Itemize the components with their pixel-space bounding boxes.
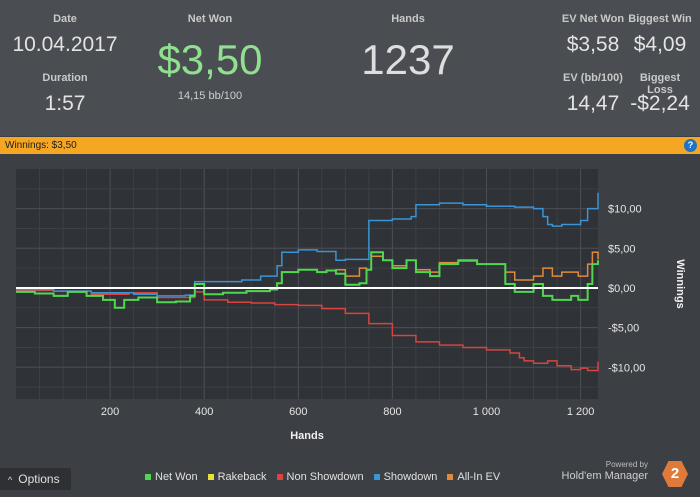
ev-bb-value: 14,47 [566, 92, 620, 115]
legend-label: Rakeback [217, 471, 267, 483]
options-label: Options [18, 472, 60, 486]
biggest-loss-value: -$2,24 [630, 92, 690, 115]
ev-net-won-label: EV Net Won [561, 13, 625, 25]
y-tick-label: $10,00 [608, 204, 642, 216]
legend-label: Net Won [155, 471, 198, 483]
chart-container: 200 400 600 800 1 000 1 200 $10,00 $5,00 $0,00 -… [0, 154, 700, 497]
y-tick-label: $0,00 [608, 283, 636, 295]
brand-logo-block: Powered by Hold'em Manager 2 [558, 458, 688, 490]
x-axis-label: Hands [290, 430, 324, 442]
biggest-win-label: Biggest Win [628, 13, 692, 25]
options-button[interactable]: ^ Options [0, 468, 71, 490]
legend-label: Showdown [383, 471, 438, 483]
hands-value: 1237 [361, 36, 455, 83]
legend-swatch [145, 474, 151, 480]
y-tick-labels: $10,00 $5,00 $0,00 -$5,00 -$10,00 [608, 204, 645, 375]
bb-per-100-value: 14,15 bb/100 [177, 90, 243, 102]
x-tick-labels: 200 400 600 800 1 000 1 200 [101, 406, 594, 418]
legend-item[interactable]: Non Showdown [276, 471, 364, 483]
series-line-showdown [16, 192, 599, 297]
chevron-up-icon: ^ [8, 475, 13, 485]
legend-item[interactable]: Rakeback [207, 471, 267, 483]
legend-item[interactable]: Showdown [373, 471, 438, 483]
winnings-bar-text: Winnings: $3,50 [5, 140, 77, 151]
date-label: Date [53, 13, 77, 25]
winnings-chart[interactable]: 200 400 600 800 1 000 1 200 $10,00 $5,00 $0,00 -… [0, 154, 700, 497]
legend-label: Non Showdown [286, 471, 364, 483]
duration-value: 1:57 [44, 92, 86, 115]
y-tick-label: $5,00 [608, 243, 636, 255]
stats-panel: Date 10.04.2017 Duration 1:57 Net Won $3… [0, 0, 700, 136]
brand-name-text: Hold'em Manager [561, 470, 648, 482]
net-won-value: $3,50 [157, 36, 263, 83]
chart-legend: Net Won Rakeback Non Showdown Showdown All-I… [145, 471, 500, 483]
chart-series [16, 192, 599, 372]
legend-item[interactable]: Net Won [145, 471, 198, 483]
chart-grid [16, 169, 598, 399]
legend-label: All-In EV [457, 471, 501, 483]
ev-bb-label: EV (bb/100) [563, 72, 623, 84]
x-tick-label: 600 [289, 406, 307, 418]
legend-swatch [447, 474, 454, 480]
ev-net-won-value: $3,58 [566, 33, 620, 56]
x-tick-label: 200 [101, 406, 119, 418]
x-tick-label: 800 [383, 406, 401, 418]
plot-area [16, 169, 598, 399]
legend-item[interactable]: All-In EV [447, 471, 500, 483]
legend-swatch [373, 474, 380, 480]
hem2-logo-icon: 2 [662, 461, 688, 487]
legend-swatch [276, 474, 283, 480]
net-won-label: Net Won [187, 13, 233, 25]
x-tick-label: 1 200 [567, 406, 595, 418]
help-icon[interactable]: ? [684, 139, 697, 152]
hands-label: Hands [391, 13, 425, 25]
biggest-loss-label: Biggest Loss [639, 72, 681, 96]
x-tick-label: 400 [195, 406, 213, 418]
series-line-net-won [16, 251, 599, 309]
brand-powered-text: Powered by [605, 460, 648, 469]
winnings-bar: Winnings: $3,50 ? [0, 137, 700, 154]
y-tick-label: -$10,00 [608, 362, 645, 374]
x-tick-label: 1 000 [473, 406, 501, 418]
legend-swatch [207, 474, 214, 480]
date-value: 10.04.2017 [12, 33, 118, 56]
y-axis-label: Winnings [674, 259, 686, 308]
y-tick-label: -$5,00 [608, 323, 639, 335]
duration-label: Duration [42, 72, 88, 84]
biggest-win-value: $4,09 [633, 33, 687, 56]
